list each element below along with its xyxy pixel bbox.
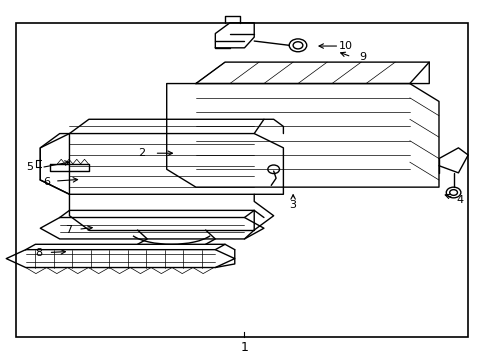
- Text: 7: 7: [64, 225, 72, 235]
- Text: 10: 10: [339, 41, 353, 51]
- Text: 4: 4: [455, 195, 462, 204]
- Text: 1: 1: [240, 341, 248, 354]
- Text: 6: 6: [43, 177, 50, 187]
- Text: 2: 2: [138, 148, 144, 158]
- Text: 9: 9: [358, 52, 365, 62]
- Bar: [16, 23, 467, 337]
- Text: 5: 5: [26, 162, 33, 172]
- Text: 8: 8: [36, 248, 42, 258]
- Text: 3: 3: [289, 200, 296, 210]
